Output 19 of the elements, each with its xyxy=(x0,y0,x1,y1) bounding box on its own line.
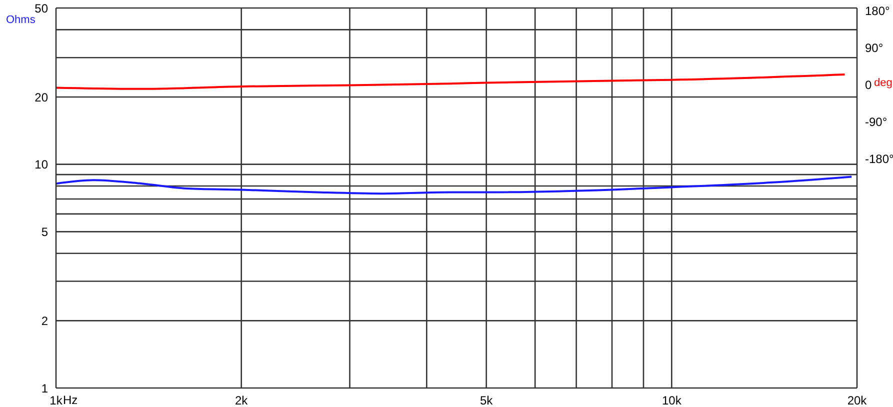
y2-tick-label: -90° xyxy=(865,115,888,130)
y2-axis-title: deg xyxy=(874,77,892,89)
x-tick-label: 2k xyxy=(234,394,249,407)
y-tick-label: 10 xyxy=(34,158,48,172)
x-tick-label: 10k xyxy=(662,394,682,407)
y2-tick-label: 90° xyxy=(865,41,884,56)
x-tick-label: 1k xyxy=(50,394,64,407)
y-tick-label: 5 xyxy=(41,224,48,239)
x-tick-label: 20k xyxy=(847,394,868,407)
y-axis-title: Ohms xyxy=(6,14,36,26)
y-tick-label: 2 xyxy=(41,314,48,328)
y2-tick-label: -180° xyxy=(865,152,893,166)
y-tick-label: 20 xyxy=(34,90,48,104)
y-tick-label: 1 xyxy=(41,381,48,396)
y2-tick-label: 180° xyxy=(865,4,890,18)
x-tick-label: 5k xyxy=(480,394,494,407)
y-tick-label: 50 xyxy=(34,1,48,16)
x-axis-title: Hz xyxy=(63,393,78,407)
y2-tick-label: 0 xyxy=(865,78,872,92)
